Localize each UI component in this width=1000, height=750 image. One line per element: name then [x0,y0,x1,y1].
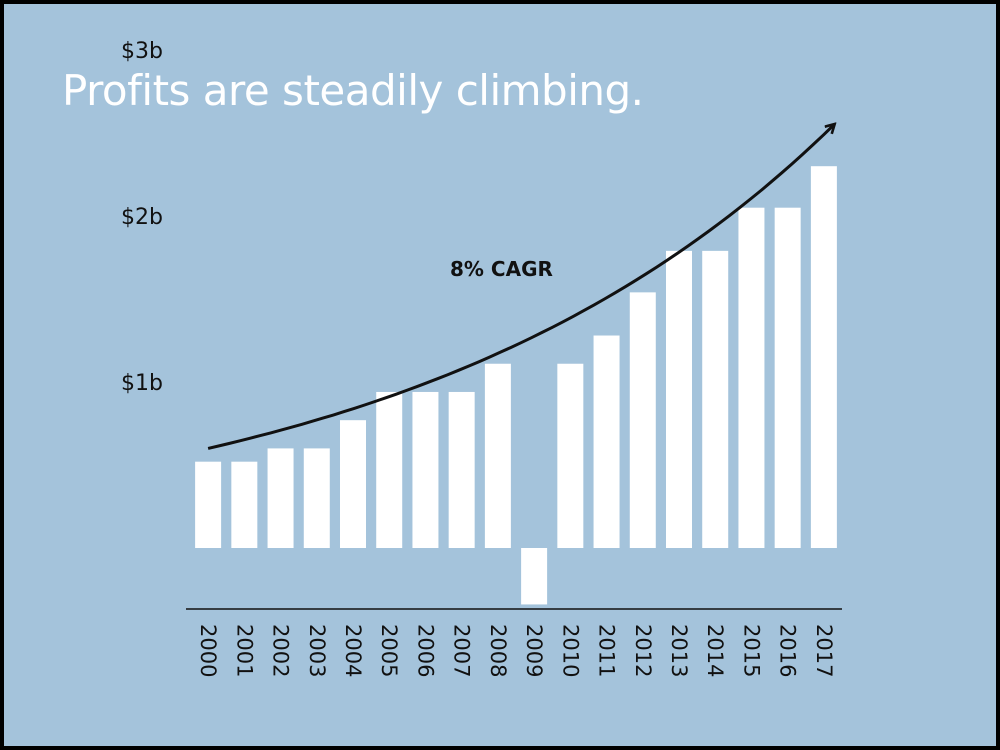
x-tick-label: 2003 [305,624,329,677]
bars [195,166,837,605]
x-tick-label: 2017 [812,624,836,677]
bar-2006 [412,391,439,548]
bar-2017 [810,166,837,548]
bar-2012 [629,292,656,548]
x-tick-label: 2004 [341,624,365,677]
y-tick-label: $3b [121,39,163,64]
x-tick-label: 2010 [558,624,582,677]
bar-2013 [666,250,692,549]
bar-2009 [521,548,548,605]
slide-title: Profits are steadily climbing. [62,66,644,115]
bar-2005 [376,391,403,548]
x-tick-label: 2016 [776,624,800,677]
x-tick-label: 2002 [269,624,293,677]
x-tick-label: 2011 [595,624,619,677]
bar-2001 [231,461,258,548]
trend-arrow [207,125,834,450]
y-tick-label: $1b [121,371,163,396]
bar-2008 [484,363,511,548]
bar-2014 [702,250,729,549]
x-tick-label: 2000 [196,624,220,677]
x-tick-label: 2012 [631,624,655,677]
x-tick-label: 2013 [667,624,691,677]
x-tick-label: 2006 [413,624,437,677]
y-axis-ticks: $3b $2b $1b [121,39,163,396]
cagr-annotation: 8% CAGR [450,257,553,281]
bar-2000 [195,461,222,548]
bar-2015 [738,207,765,548]
y-tick-label: $2b [121,205,163,230]
bar-2007 [448,391,475,548]
bar-2004 [340,420,366,548]
x-tick-label: 2015 [739,624,763,677]
x-tick-label: 2001 [232,624,256,677]
bar-2002 [267,448,294,548]
bar-2010 [557,363,584,548]
bar-2003 [303,448,330,548]
bar-2016 [774,207,801,548]
bar-2011 [593,335,620,548]
x-tick-label: 2008 [486,624,510,677]
x-tick-label: 2014 [703,624,727,677]
x-tick-label: 2009 [522,624,546,677]
x-axis-ticks: 2000 2001 2002 2003 2004 2005 2006 2007 2008 2009… [196,624,836,677]
x-tick-label: 2005 [377,624,401,677]
x-tick-label: 2007 [450,624,474,677]
